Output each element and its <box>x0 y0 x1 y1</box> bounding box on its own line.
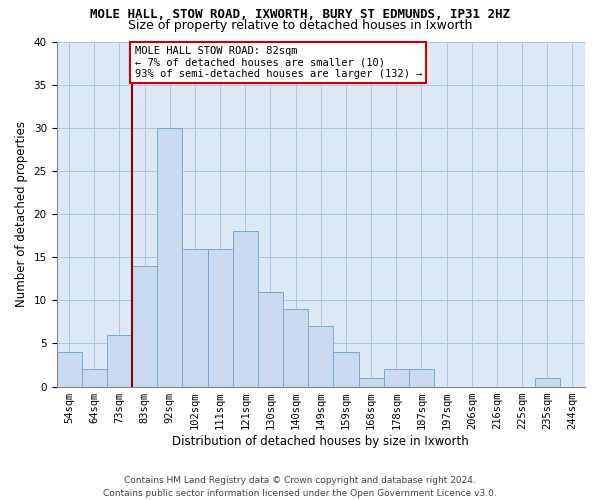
Bar <box>233 232 258 386</box>
Bar <box>308 326 334 386</box>
Bar <box>258 292 283 386</box>
Bar <box>409 370 434 386</box>
Bar <box>535 378 560 386</box>
Bar <box>107 335 132 386</box>
Text: MOLE HALL, STOW ROAD, IXWORTH, BURY ST EDMUNDS, IP31 2HZ: MOLE HALL, STOW ROAD, IXWORTH, BURY ST E… <box>90 8 510 20</box>
Text: Size of property relative to detached houses in Ixworth: Size of property relative to detached ho… <box>128 18 472 32</box>
Text: Contains HM Land Registry data © Crown copyright and database right 2024.
Contai: Contains HM Land Registry data © Crown c… <box>103 476 497 498</box>
Bar <box>157 128 182 386</box>
Text: MOLE HALL STOW ROAD: 82sqm
← 7% of detached houses are smaller (10)
93% of semi-: MOLE HALL STOW ROAD: 82sqm ← 7% of detac… <box>134 46 422 79</box>
Bar <box>283 309 308 386</box>
Bar <box>56 352 82 386</box>
Bar <box>359 378 383 386</box>
Bar <box>182 248 208 386</box>
Bar <box>132 266 157 386</box>
Y-axis label: Number of detached properties: Number of detached properties <box>15 121 28 307</box>
Bar <box>334 352 359 386</box>
Bar <box>208 248 233 386</box>
Bar <box>383 370 409 386</box>
Bar <box>82 370 107 386</box>
X-axis label: Distribution of detached houses by size in Ixworth: Distribution of detached houses by size … <box>172 434 469 448</box>
